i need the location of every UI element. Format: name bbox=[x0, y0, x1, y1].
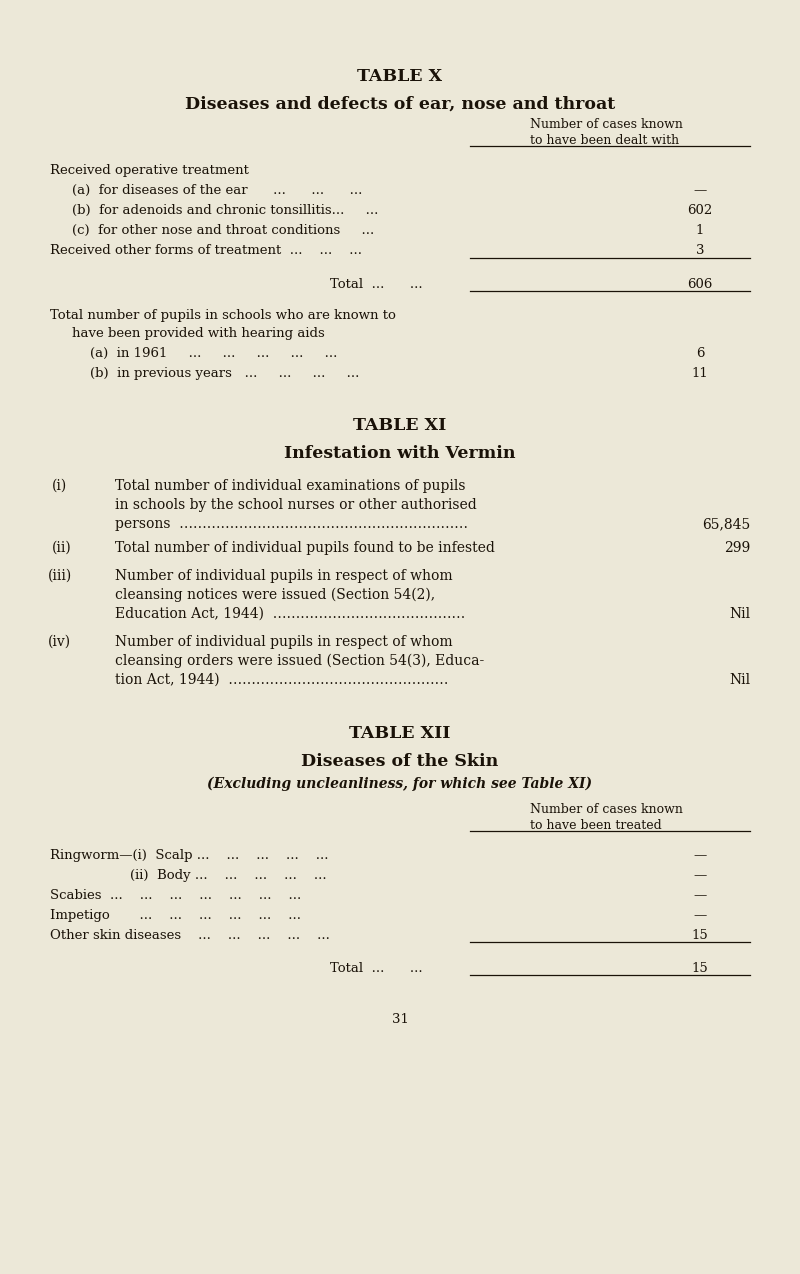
Text: 15: 15 bbox=[692, 962, 708, 975]
Text: (iii): (iii) bbox=[48, 569, 72, 583]
Text: Nil: Nil bbox=[729, 606, 750, 620]
Text: —: — bbox=[694, 910, 706, 922]
Text: in schools by the school nurses or other authorised: in schools by the school nurses or other… bbox=[115, 498, 477, 512]
Text: (iv): (iv) bbox=[48, 634, 71, 648]
Text: (a)  for diseases of the ear      ...      ...      ...: (a) for diseases of the ear ... ... ... bbox=[72, 183, 362, 197]
Text: (ii): (ii) bbox=[52, 541, 72, 555]
Text: Total  ...      ...: Total ... ... bbox=[330, 962, 422, 975]
Text: —: — bbox=[694, 848, 706, 862]
Text: Nil: Nil bbox=[729, 673, 750, 687]
Text: Number of individual pupils in respect of whom: Number of individual pupils in respect o… bbox=[115, 569, 453, 583]
Text: (c)  for other nose and throat conditions     ...: (c) for other nose and throat conditions… bbox=[72, 224, 374, 237]
Text: TABLE XII: TABLE XII bbox=[350, 725, 450, 741]
Text: —: — bbox=[694, 183, 706, 197]
Text: (i): (i) bbox=[52, 479, 67, 493]
Text: —: — bbox=[694, 869, 706, 882]
Text: Total number of individual examinations of pupils: Total number of individual examinations … bbox=[115, 479, 466, 493]
Text: Total  ...      ...: Total ... ... bbox=[330, 278, 422, 290]
Text: 65,845: 65,845 bbox=[702, 517, 750, 531]
Text: 606: 606 bbox=[687, 278, 713, 290]
Text: persons  ………………………………………………………: persons ……………………………………………………… bbox=[115, 517, 468, 531]
Text: 602: 602 bbox=[687, 204, 713, 217]
Text: cleansing notices were issued (Section 54(2),: cleansing notices were issued (Section 5… bbox=[115, 589, 435, 603]
Text: Total number of individual pupils found to be infested: Total number of individual pupils found … bbox=[115, 541, 495, 555]
Text: (ii)  Body ...    ...    ...    ...    ...: (ii) Body ... ... ... ... ... bbox=[130, 869, 326, 882]
Text: Other skin diseases    ...    ...    ...    ...    ...: Other skin diseases ... ... ... ... ... bbox=[50, 929, 330, 941]
Text: Impetigo       ...    ...    ...    ...    ...    ...: Impetigo ... ... ... ... ... ... bbox=[50, 910, 301, 922]
Text: (Excluding uncleanliness, for which see Table XI): (Excluding uncleanliness, for which see … bbox=[207, 777, 593, 791]
Text: Infestation with Vermin: Infestation with Vermin bbox=[284, 445, 516, 462]
Text: Ringworm—(i)  Scalp ...    ...    ...    ...    ...: Ringworm—(i) Scalp ... ... ... ... ... bbox=[50, 848, 329, 862]
Text: (b)  in previous years   ...     ...     ...     ...: (b) in previous years ... ... ... ... bbox=[90, 367, 359, 380]
Text: Received other forms of treatment  ...    ...    ...: Received other forms of treatment ... ..… bbox=[50, 245, 362, 257]
Text: 1: 1 bbox=[696, 224, 704, 237]
Text: 11: 11 bbox=[692, 367, 708, 380]
Text: 3: 3 bbox=[696, 245, 704, 257]
Text: TABLE X: TABLE X bbox=[358, 68, 442, 85]
Text: TABLE XI: TABLE XI bbox=[354, 417, 446, 434]
Text: Education Act, 1944)  ……………………………………: Education Act, 1944) …………………………………… bbox=[115, 606, 466, 620]
Text: Number of individual pupils in respect of whom: Number of individual pupils in respect o… bbox=[115, 634, 453, 648]
Text: (b)  for adenoids and chronic tonsillitis...     ...: (b) for adenoids and chronic tonsillitis… bbox=[72, 204, 378, 217]
Text: Number of cases known: Number of cases known bbox=[530, 803, 683, 817]
Text: to have been dealt with: to have been dealt with bbox=[530, 134, 679, 147]
Text: Diseases of the Skin: Diseases of the Skin bbox=[302, 753, 498, 769]
Text: Received operative treatment: Received operative treatment bbox=[50, 164, 249, 177]
Text: cleansing orders were issued (Section 54(3), Educa-: cleansing orders were issued (Section 54… bbox=[115, 654, 484, 669]
Text: Total number of pupils in schools who are known to: Total number of pupils in schools who ar… bbox=[50, 310, 396, 322]
Text: (a)  in 1961     ...     ...     ...     ...     ...: (a) in 1961 ... ... ... ... ... bbox=[90, 347, 338, 361]
Text: 15: 15 bbox=[692, 929, 708, 941]
Text: Diseases and defects of ear, nose and throat: Diseases and defects of ear, nose and th… bbox=[185, 96, 615, 113]
Text: 6: 6 bbox=[696, 347, 704, 361]
Text: 31: 31 bbox=[391, 1013, 409, 1026]
Text: 299: 299 bbox=[724, 541, 750, 555]
Text: —: — bbox=[694, 889, 706, 902]
Text: Scabies  ...    ...    ...    ...    ...    ...    ...: Scabies ... ... ... ... ... ... ... bbox=[50, 889, 302, 902]
Text: to have been treated: to have been treated bbox=[530, 819, 662, 832]
Text: have been provided with hearing aids: have been provided with hearing aids bbox=[72, 327, 325, 340]
Text: Number of cases known: Number of cases known bbox=[530, 118, 683, 131]
Text: tion Act, 1944)  …………………………………………: tion Act, 1944) ………………………………………… bbox=[115, 673, 448, 687]
